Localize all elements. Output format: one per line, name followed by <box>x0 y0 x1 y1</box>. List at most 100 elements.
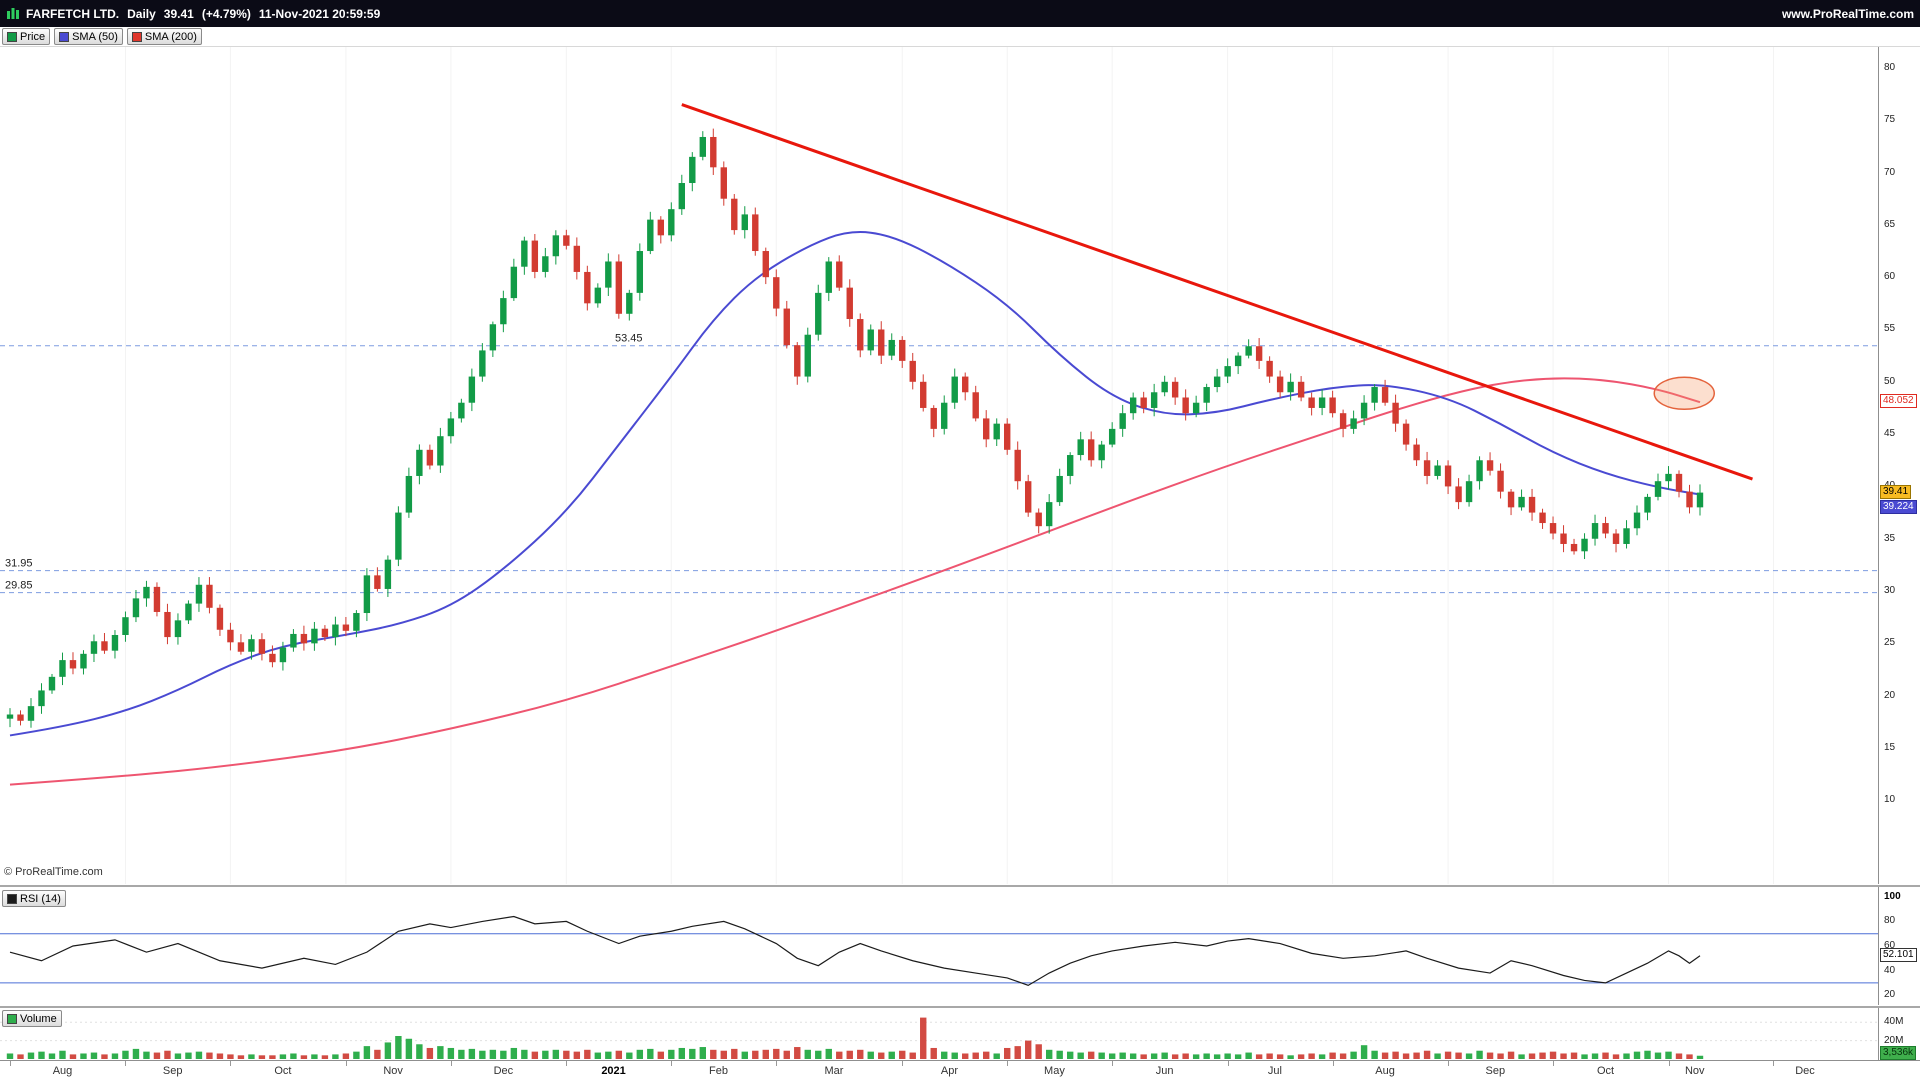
month-label: Mar <box>824 1065 844 1077</box>
month-label: Jun <box>1155 1065 1174 1077</box>
volume-legend-chip[interactable]: Volume <box>2 1010 62 1027</box>
volume-tick-label: 20M <box>1884 1034 1904 1046</box>
month-label: Oct <box>274 1065 292 1077</box>
timeframe-label: Daily <box>127 6 156 21</box>
rsi-legend-label: RSI (14) <box>20 892 61 905</box>
volume-last-value-box: 3,536k <box>1880 1046 1917 1060</box>
month-label: Jul <box>1267 1065 1282 1077</box>
main-price-chart-canvas[interactable]: 53.45 31.95 29.85 <box>0 47 1878 884</box>
title-bar: FARFETCH LTD. Daily 39.41 (+4.79%) 11-No… <box>0 0 1920 27</box>
price-legend-chip[interactable]: Price <box>2 28 51 45</box>
sma200-rollover-ellipse[interactable] <box>1653 376 1716 411</box>
volume-bars <box>6 1017 1704 1059</box>
price-tick-label: 55 <box>1884 323 1896 335</box>
rsi-tick-label: 60 <box>1884 940 1896 951</box>
month-label: Apr <box>940 1065 959 1077</box>
support-level-label: 31.95 <box>5 558 33 570</box>
volume-legend-label: Volume <box>20 1012 57 1025</box>
rsi-tick-label: 80 <box>1884 915 1896 927</box>
candlestick-series <box>6 128 1704 728</box>
month-tick <box>1773 1061 1775 1066</box>
month-label: Dec <box>1795 1065 1815 1077</box>
price-tick-label: 75 <box>1884 114 1896 126</box>
rsi-tick-label: 40 <box>1884 964 1896 976</box>
month-label: Nov <box>1684 1065 1705 1077</box>
sma200-legend-label: SMA (200) <box>144 30 197 43</box>
main-rsi-divider[interactable] <box>0 885 1920 887</box>
price-tick-label: 65 <box>1884 218 1896 230</box>
price-tick-label: 10 <box>1884 794 1896 806</box>
price-tick-label: 60 <box>1884 271 1896 283</box>
header-datetime: 11-Nov-2021 20:59:59 <box>258 6 381 21</box>
support-level-label: 53.45 <box>615 333 643 345</box>
price-tick-label: 25 <box>1884 637 1896 649</box>
month-tick <box>1227 1061 1229 1066</box>
month-tick <box>1448 1061 1450 1066</box>
rsi-volume-divider[interactable] <box>0 1006 1920 1008</box>
candlestick-chart-icon <box>7 8 19 19</box>
month-tick <box>671 1061 673 1066</box>
month-label: Sep <box>162 1065 183 1077</box>
month-tick <box>345 1061 347 1066</box>
support-level-label: 29.85 <box>5 580 33 592</box>
rsi-last-value-box: 52.101 <box>1880 947 1917 962</box>
sma200-legend-chip[interactable]: SMA (200) <box>126 28 202 45</box>
descending-trendline[interactable] <box>681 103 1753 481</box>
price-tick-label: 30 <box>1884 585 1896 597</box>
header-last-price: 39.41 <box>163 6 194 21</box>
month-label: Nov <box>383 1065 403 1077</box>
volume-swatch <box>7 1013 17 1024</box>
month-label: Feb <box>709 1065 729 1077</box>
month-label: 2021 <box>601 1065 626 1077</box>
month-label: Aug <box>1375 1065 1395 1077</box>
price-tick-label: 80 <box>1884 61 1896 73</box>
month-label: Oct <box>1596 1065 1615 1077</box>
horizontal-support-levels <box>0 345 1878 594</box>
header-change-percent: (+4.79%) <box>201 6 251 21</box>
price-axis[interactable]: 807570656055504540353025201510 <box>1878 47 1920 884</box>
month-tick <box>125 1061 127 1066</box>
month-tick <box>1553 1061 1555 1066</box>
sma50-swatch <box>59 31 70 42</box>
month-tick <box>776 1061 778 1066</box>
volume-panel-canvas[interactable] <box>0 1008 1878 1060</box>
sma200-last-value-box: 48.052 <box>1880 394 1917 409</box>
prorealtime-url: www.ProRealTime.com <box>1781 6 1914 21</box>
sma50-legend-chip[interactable]: SMA (50) <box>54 28 123 45</box>
rsi-axis[interactable]: 100 80 60 40 20 <box>1878 887 1920 1005</box>
month-label: Sep <box>1485 1065 1506 1077</box>
price-tick-label: 35 <box>1884 532 1896 544</box>
month-tick <box>230 1061 232 1066</box>
price-tick-label: 20 <box>1884 689 1896 701</box>
sma200-swatch <box>131 31 142 42</box>
rsi-legend-chip[interactable]: RSI (14) <box>2 890 66 907</box>
time-axis[interactable]: Aug Sep Oct Nov Dec 2021 Feb Mar Apr May Jun Jul Aug… <box>0 1060 1920 1080</box>
rsi-swatch <box>7 893 17 904</box>
indicator-legend-bar: Price SMA (50) SMA (200) <box>0 27 1920 47</box>
sma50-line[interactable] <box>9 231 1701 737</box>
rsi-tick-label: 20 <box>1884 989 1896 1001</box>
sma50-legend-label: SMA (50) <box>72 30 118 43</box>
sma200-line[interactable] <box>9 377 1701 786</box>
month-label: May <box>1044 1065 1065 1077</box>
price-tick-label: 70 <box>1884 166 1896 178</box>
month-gridlines <box>124 47 1774 884</box>
sma50-last-value-box: 39.224 <box>1880 499 1917 514</box>
month-tick <box>1112 1061 1114 1066</box>
copyright-watermark: © ProRealTime.com <box>4 866 103 878</box>
month-tick <box>566 1061 568 1066</box>
price-swatch <box>7 31 17 42</box>
rsi-panel-canvas[interactable] <box>0 887 1878 1005</box>
price-tick-label: 15 <box>1884 741 1896 753</box>
instrument-name: FARFETCH LTD. <box>26 6 120 21</box>
month-label: Dec <box>493 1065 514 1077</box>
month-tick <box>1668 1061 1670 1066</box>
price-tick-label: 45 <box>1884 428 1896 440</box>
month-tick <box>902 1061 904 1066</box>
rsi-line[interactable] <box>9 915 1701 986</box>
last-price-box: 39.41 <box>1880 484 1912 499</box>
instrument-header: FARFETCH LTD. Daily 39.41 (+4.79%) 11-No… <box>6 7 382 21</box>
month-label: Aug <box>52 1065 73 1077</box>
month-tick <box>450 1061 452 1066</box>
